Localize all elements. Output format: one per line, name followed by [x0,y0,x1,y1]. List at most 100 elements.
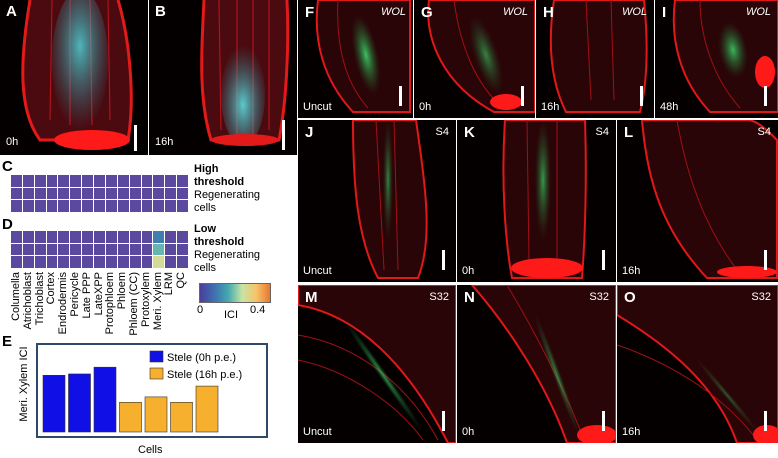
heatmap-cell [177,231,188,243]
heatmap-cell [105,187,117,200]
micrograph-o [617,285,778,443]
heatmap-cell [46,175,58,187]
low-threshold-label: Low threshold Regenerating cells [194,223,260,275]
high-threshold-line1: High [194,163,219,175]
condition-label-n: 0h [462,426,475,438]
heatmap-low-threshold [10,230,189,269]
heatmap-cell [153,200,165,212]
heatmap-cell [153,256,165,268]
heatmap-cell [153,187,165,200]
micrograph-a [0,0,148,155]
micrograph-m [298,285,456,443]
panel-label-k: K [464,124,475,141]
heatmap-cell [94,256,105,268]
scale-bar-b [282,120,285,150]
marker-tag-f: WOL [380,6,406,18]
heatmap-cell [46,187,58,200]
heatmap-cell [34,256,46,268]
scale-bar-k [602,250,605,270]
bar-0h-3 [93,366,117,433]
heatmap-cell [177,187,188,200]
micrograph-n [457,285,616,443]
condition-label-l: 16h [622,265,641,277]
colorbar-title: ICI [224,309,239,321]
heatmap-cell [58,256,70,268]
colorbar-max-label: 0.4 [250,304,266,316]
heatmap-cell [70,200,82,212]
panel-label-c: C [2,158,13,175]
heatmap-cell [117,243,129,256]
heatmap-cell [22,256,34,268]
condition-label-g: 0h [419,101,432,113]
heatmap-cell [165,187,177,200]
micrograph-l [617,120,778,282]
heatmap-cell [58,243,70,256]
panel-label-a: A [6,3,17,20]
bar-chart: Stele (0h p.e.) Stele (16h p.e.) [42,350,242,433]
heatmap-cell [58,200,70,212]
marker-tag-l: S4 [757,126,771,138]
scale-bar-m [442,411,445,431]
heatmap-cell [34,187,46,200]
chart-ylabel: Meri. Xylem ICI [18,346,30,422]
panel-label-e: E [2,333,13,350]
condition-label-i: 48h [660,101,679,113]
heatmap-cell [34,175,46,187]
bar-0h-1 [42,374,66,433]
heatmap-cell [105,243,117,256]
heatmap-cell [129,256,141,268]
marker-tag-n: S32 [589,291,609,303]
high-threshold-line2: threshold [194,176,245,188]
colorbar-min-label: 0 [197,304,204,316]
heatmap-cell [82,231,94,243]
panel-label-d: D [2,216,13,233]
condition-label-m: Uncut [303,426,332,438]
panel-label-l: L [624,124,634,141]
heatmap-cell [82,243,94,256]
heatmap-cell [165,243,177,256]
panel-label-j: J [305,124,314,141]
heatmap-cell [117,256,129,268]
marker-tag-j: S4 [435,126,449,138]
panel-label-g: G [421,4,433,21]
heatmap-cell [141,187,153,200]
time-label-a: 0h [6,136,19,148]
heatmap-cell [11,175,22,187]
heatmap-cell [34,200,46,212]
heatmap-cell [141,243,153,256]
heatmap-cell [22,200,34,212]
panel-label-n: N [464,289,475,306]
scale-bar-j [442,250,445,270]
heatmap-cell [117,200,129,212]
cell-type-label: QC [175,272,188,289]
panel-label-m: M [305,289,318,306]
heatmap-cell [94,175,105,187]
scale-bar-h [640,86,643,106]
scale-bar-a [134,125,137,151]
heatmap-cell [177,256,188,268]
marker-tag-g: WOL [502,6,528,18]
scale-bar-f [399,86,402,106]
heatmap-cell [129,243,141,256]
chart-xlabel: Cells [138,444,163,456]
heatmap-cell [11,231,22,243]
heatmap-cell [70,231,82,243]
heatmap-cell [11,200,22,212]
heatmap-cell [82,256,94,268]
micrograph-h [536,0,654,118]
heatmap-cell [141,256,153,268]
micrograph-k [457,120,616,282]
marker-tag-k: S4 [595,126,609,138]
scale-bar-i [764,86,767,106]
heatmap-cell [129,231,141,243]
heatmap-cell [141,231,153,243]
heatmap-high-threshold [10,174,189,213]
heatmap-cell [117,175,129,187]
scale-bar-o [764,411,767,431]
panel-label-b: B [155,3,166,20]
condition-label-j: Uncut [303,265,332,277]
condition-label-f: Uncut [303,101,332,113]
panel-label-f: F [305,4,315,21]
ici-colorbar [199,283,271,303]
heatmap-cell [70,187,82,200]
